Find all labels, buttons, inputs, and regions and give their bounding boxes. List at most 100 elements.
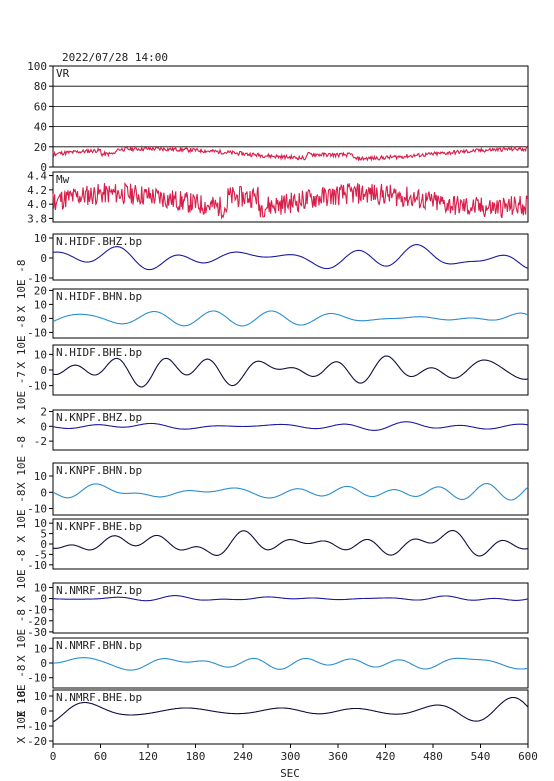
panel-label: N.KNPF.BHN.bp [56,464,142,477]
y-tick-label: -30 [27,626,47,639]
y-tick-label: 20 [34,141,47,154]
y-tick-label: -5 [34,548,47,561]
y-tick-label: 100 [27,60,47,73]
y-tick-label: -10 [27,272,47,285]
timestamp-label: 2022/07/28 14:00 [62,51,168,64]
y-tick-label: 20 [34,284,47,297]
panel-label: N.KNPF.BHZ.bp [56,411,142,424]
y-tick-label: 10 [34,690,47,703]
panel-label: N.HIDF.BHE.bp [56,346,142,359]
y-tick-label: 0 [40,705,47,718]
y-tick-label: -10 [27,720,47,733]
y-tick-label: 10 [34,470,47,483]
x-tick-label: 0 [50,750,57,763]
y-tick-label: 2 [40,405,47,418]
trace-n-nmrf-bhn-bp [53,657,529,671]
trace-n-hidf-bhz-bp [52,244,529,271]
panel-label: Mw [56,173,70,186]
y-tick-label: -10 [27,380,47,393]
panel-n-knpf-bhn-bp: -10 0 10 N.KNPF.BHN.bp [27,462,529,516]
x-tick-label: 180 [186,750,206,763]
y-tick-label: -10 [27,672,47,685]
panel-label: N.NMRF.BHE.bp [56,691,142,704]
panel-n-knpf-bhz-bp: -2 0 2 N.KNPF.BHZ.bp [34,405,529,451]
panel-label: N.NMRF.BHZ.bp [56,584,142,597]
x-tick-label: 240 [233,750,253,763]
y-tick-label: 10 [34,348,47,361]
x-tick-label: 600 [518,750,538,763]
y-tick-label: -10 [27,503,47,516]
y-tick-label: 4.0 [27,198,47,211]
y-tick-label: 10 [34,581,47,594]
y-tick-label: 40 [34,121,47,134]
trace-n-nmrf-bhz-bp [52,595,529,602]
y-tick-label: 0 [40,593,47,606]
y-axis-unit-label: X 10E -8 [15,550,28,603]
y-tick-label: 0 [40,364,47,377]
x-tick-label: 360 [328,750,348,763]
x-tick-label: 420 [376,750,396,763]
y-tick-label: 60 [34,100,47,113]
y-tick-label: 5 [40,528,47,541]
y-tick-label: 10 [34,298,47,311]
y-tick-label: -10 [27,559,47,572]
x-tick-label: 60 [94,750,107,763]
y-tick-label: -2 [34,435,47,448]
y-tick-label: -20 [27,615,47,628]
trace-n-hidf-bhn-bp [52,310,529,327]
y-axis-unit-label: X 10E -8 [15,260,28,313]
y-tick-label: -20 [27,735,47,748]
y-tick-label: 0 [40,657,47,670]
y-tick-label: -10 [27,326,47,339]
y-tick-label: 10 [34,517,47,530]
trace-n-nmrf-bhe-bp [52,696,529,723]
y-tick-label: 0 [40,312,47,325]
y-tick-label: 3.8 [27,212,47,225]
y-tick-label: 80 [34,80,47,93]
panel-label: VR [56,67,70,80]
y-tick-label: 10 [34,642,47,655]
y-tick-label: 10 [34,232,47,245]
panel-frame [52,582,529,634]
y-axis-unit-label: X 10E -8 [15,490,28,543]
panel-frame [52,409,529,451]
panel-n-hidf-bhe-bp: -10 0 10 N.HIDF.BHE.bp [27,344,529,396]
panel-vr: 0 20 40 60 80 100 VR [27,60,529,174]
panel-frame [52,462,529,516]
y-tick-label: 0 [40,538,47,551]
y-tick-label: 0 [40,486,47,499]
y-axis-unit-label: X 10E -8 [15,691,28,744]
x-axis-label: SEC [280,767,300,780]
panel-label: N.NMRF.BHN.bp [56,639,142,652]
panel-mw: 3.84.04.24.4 Mw [27,170,529,225]
y-tick-label: -10 [27,604,47,617]
panel-n-nmrf-bhn-bp: -10 0 10 N.NMRF.BHN.bp [27,637,529,689]
trace-n-knpf-bhe-bp [52,529,529,557]
panel-frame [52,233,529,281]
x-tick-label: 120 [138,750,158,763]
trace-n-hidf-bhe-bp [52,355,529,388]
panel-n-hidf-bhz-bp: -10 0 10 N.HIDF.BHZ.bp [27,232,529,285]
panel-n-nmrf-bhe-bp: -20 -10 0 10 N.NMRF.BHE.bp [27,689,529,748]
trace-vr [52,145,529,162]
trace-n-knpf-bhn-bp [52,483,529,501]
y-tick-label: 4.4 [27,170,47,183]
panel-label: N.HIDF.BHZ.bp [56,235,142,248]
y-axis-unit-label: X 10E -8 [15,665,28,718]
panel-frame [52,288,529,339]
y-tick-label: 4.2 [27,184,47,197]
panel-label: N.KNPF.BHE.bp [56,520,142,533]
x-tick-label: 540 [471,750,491,763]
panel-frame [52,65,529,168]
y-axis-unit-label: X 10E -8 [15,436,28,489]
trace-n-knpf-bhz-bp [52,421,529,431]
y-axis-unit-label: X 10E -8 [15,609,28,662]
y-axis-unit-label: X 10E -7 [15,371,28,424]
trace-mw [52,181,529,220]
